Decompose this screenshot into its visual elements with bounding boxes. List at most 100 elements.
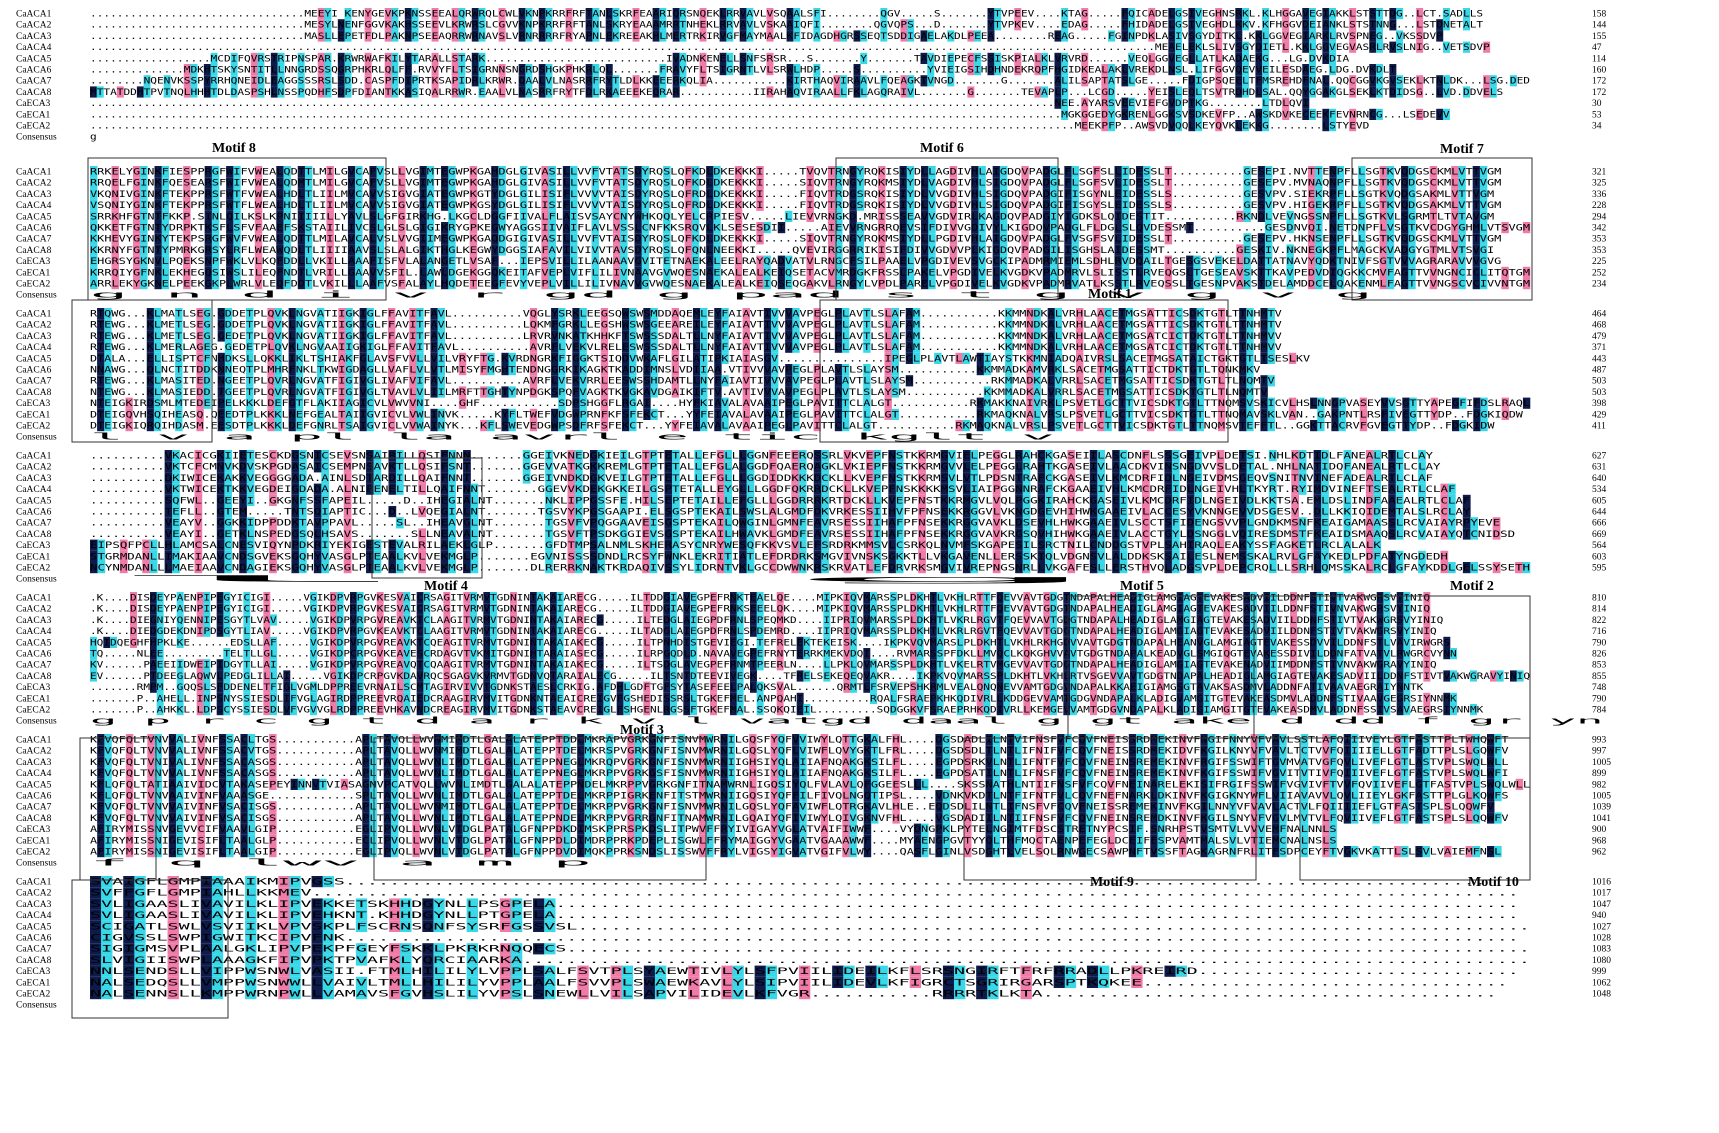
residue-shade [721, 341, 729, 353]
residue-shade [1081, 108, 1089, 120]
residue-shade [217, 330, 226, 342]
position-number: 822 [1592, 616, 1607, 626]
residue-shade [1236, 266, 1244, 278]
residue-shade [175, 330, 183, 342]
residue-shade [1479, 266, 1488, 278]
residue-shade [338, 352, 346, 364]
residue-shade [641, 255, 650, 267]
residue-shade [1257, 210, 1266, 222]
residue-shade [338, 319, 346, 331]
residue-shade [90, 233, 98, 245]
residue-shade [431, 8, 439, 20]
alignment-block: CaACA1 RRKELYGINKFIESPPRGFWIFVWEALQDTTLMI… [16, 166, 1607, 301]
residue-shade [921, 222, 929, 234]
residue-shade [1164, 233, 1173, 245]
residue-shade [878, 266, 886, 278]
residue-shade [629, 352, 637, 364]
residue-shade [643, 386, 651, 398]
residue-shade [726, 64, 734, 76]
residue-shade [1408, 244, 1416, 256]
residue-shade [175, 386, 183, 398]
residue-shade [714, 386, 722, 398]
residue-shade [132, 166, 141, 178]
position-number: 997 [1592, 747, 1607, 757]
residue-shade [1322, 8, 1330, 20]
residue-shade [1522, 278, 1531, 290]
residue-shade [907, 19, 915, 31]
residue-shade [1239, 330, 1247, 342]
residue-shade [519, 222, 528, 234]
sequence-row: NCYNMDANLLLMAEIAAVCNDAGIEKSGQHYVASGLPTEA… [90, 563, 1530, 573]
residue-shade [726, 30, 734, 42]
position-number: 993 [1592, 736, 1607, 746]
residue-shade [652, 30, 660, 42]
residue-shade [1026, 330, 1034, 342]
residue-shade [437, 330, 445, 342]
residue-shade [978, 166, 986, 178]
residue-shade [806, 199, 814, 211]
residue-shade [1064, 177, 1072, 189]
residue-shade [834, 386, 843, 398]
residue-shade [1379, 210, 1388, 222]
residue-shade [672, 86, 680, 98]
residue-shade [1148, 8, 1156, 20]
residue-shade [650, 308, 658, 320]
residue-shade [1168, 319, 1176, 331]
residue-shade [132, 233, 141, 245]
residue-shade [204, 188, 213, 200]
residue-shade [355, 188, 363, 200]
residue-shade [387, 375, 396, 387]
residue-shade [288, 308, 297, 320]
sequence-row: VKQNIVGINKFTEKPPRSFWTFVWEALHDLTLIILMVCAV… [90, 189, 1494, 199]
residue-shade [254, 266, 263, 278]
residue-shade [1408, 199, 1416, 211]
residue-shade [250, 75, 258, 87]
residue-shade [1242, 86, 1249, 98]
residue-shade [183, 278, 191, 290]
residue-shade [572, 319, 580, 331]
residue-shade [1429, 255, 1438, 267]
residue-shade [409, 308, 417, 320]
residue-shade [317, 341, 325, 353]
residue-shade [1128, 30, 1136, 42]
residue-shade [1369, 30, 1377, 42]
residue-shade [478, 64, 486, 76]
residue-shade [317, 8, 325, 20]
sequence-row: DTEIGKIQRQIHDASM.EESDTPLKKKLDEFGNRLTSAIG… [90, 421, 1496, 431]
residue-shade [974, 64, 982, 76]
residue-shade [777, 278, 786, 290]
residue-shade [579, 341, 587, 353]
residue-shade [1236, 244, 1244, 256]
residue-shade [1260, 386, 1268, 398]
residue-shade [641, 166, 650, 178]
residue-shade [154, 244, 162, 256]
residue-shade [204, 244, 213, 256]
residue-shade [856, 233, 865, 245]
residue-shade [1386, 188, 1395, 200]
residue-shade [1215, 52, 1223, 64]
residue-shade [369, 177, 377, 189]
residue-shade [659, 19, 667, 31]
residue-shade [785, 330, 793, 342]
residue-shade [1458, 166, 1466, 178]
residue-shade [1282, 41, 1290, 53]
residue-shade [663, 166, 671, 178]
residue-shade [992, 278, 1001, 290]
residue-shade [226, 255, 234, 267]
residue-shade [974, 52, 982, 64]
residue-shade [999, 188, 1008, 200]
residue-shade [1336, 266, 1345, 278]
residue-shade [978, 177, 986, 189]
consensus-row: g n d i v r gd g pad s t g v g v g [90, 290, 1372, 300]
residue-shade [1262, 120, 1270, 132]
residue-shade [650, 386, 658, 398]
position-number: 398 [1592, 399, 1607, 409]
residue-shade [827, 166, 836, 178]
residue-shade [1033, 341, 1041, 353]
residue-shade [1264, 222, 1273, 234]
residue-shade [763, 319, 772, 331]
residue-shade [508, 364, 516, 376]
residue-shade [1042, 210, 1051, 222]
residue-shade [1135, 199, 1144, 211]
residue-shade [140, 222, 148, 234]
